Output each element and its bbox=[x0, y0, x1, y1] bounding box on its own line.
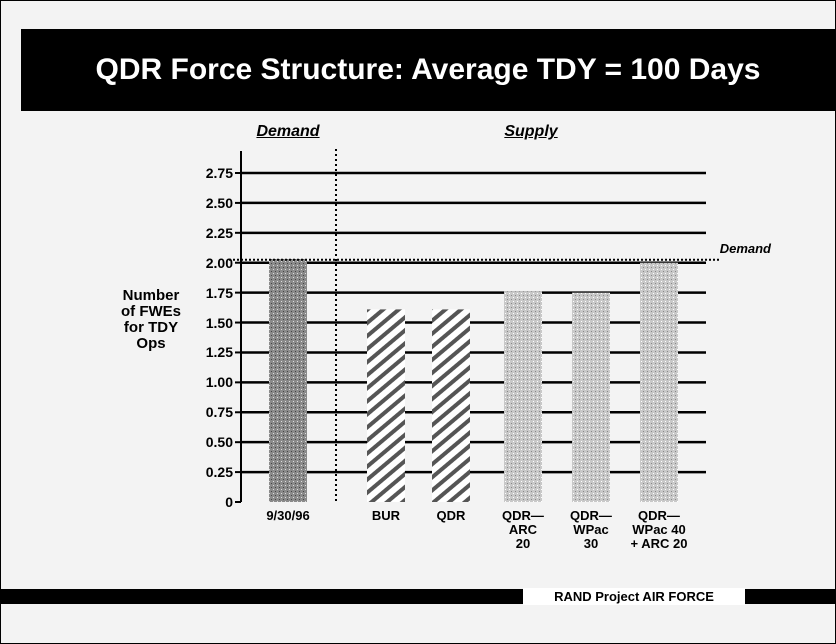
reference-label: Demand bbox=[719, 240, 771, 256]
x-tick-label: 9/30/96 bbox=[266, 508, 310, 523]
section-label: Supply bbox=[504, 123, 558, 140]
chart-title: QDR Force Structure: Average TDY = 100 D… bbox=[95, 53, 761, 86]
y-tick-label: 1.00 bbox=[205, 374, 233, 391]
y-tick-label: 0.25 bbox=[205, 464, 233, 481]
x-tick-label: QDR bbox=[436, 508, 466, 523]
x-tick-label: QDR— WPac 30 bbox=[570, 508, 612, 551]
title-bar bbox=[21, 29, 835, 111]
y-tick-label: 0.75 bbox=[205, 404, 233, 421]
y-tick-label: 2.00 bbox=[205, 254, 233, 271]
y-axis-label: Number of FWEs for TDY Ops bbox=[121, 287, 181, 352]
bar bbox=[367, 309, 405, 502]
x-tick-label: QDR— ARC 20 bbox=[502, 508, 544, 551]
y-tick-label: 2.50 bbox=[205, 194, 233, 211]
bar bbox=[572, 292, 610, 502]
y-tick-label: 0.50 bbox=[205, 434, 233, 451]
y-tick-label: 0 bbox=[225, 494, 233, 510]
y-tick-label: 1.75 bbox=[205, 284, 233, 301]
x-tick-label: BUR bbox=[371, 508, 401, 523]
y-tick-label: 1.25 bbox=[205, 344, 233, 361]
y-tick-label: 2.25 bbox=[205, 224, 233, 241]
bar bbox=[432, 309, 470, 502]
section-label: Demand bbox=[256, 123, 320, 140]
bar bbox=[504, 291, 542, 502]
x-tick-label: QDR— WPac 40 + ARC 20 bbox=[630, 508, 688, 551]
bar bbox=[269, 259, 307, 502]
bar bbox=[640, 262, 678, 502]
y-tick-label: 2.75 bbox=[205, 165, 233, 181]
y-tick-label: 1.50 bbox=[205, 314, 233, 331]
footer-label: RAND Project AIR FORCE bbox=[523, 588, 745, 605]
